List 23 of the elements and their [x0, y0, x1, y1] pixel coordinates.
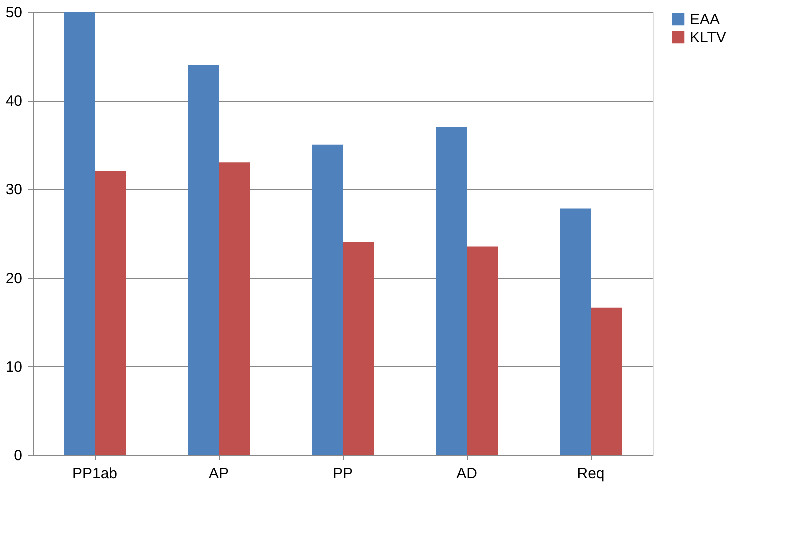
bar [560, 208, 591, 455]
legend-label: EAA [690, 12, 720, 28]
y-tick-label: 20 [6, 270, 22, 288]
bar [436, 127, 467, 455]
bar [591, 308, 622, 455]
bar [64, 12, 95, 455]
bar [188, 65, 219, 455]
y-tick-label: 0 [14, 448, 22, 464]
y-tick-label: 10 [6, 358, 22, 376]
bar [467, 246, 498, 455]
y-tick-label: 30 [6, 182, 22, 199]
x-tick-label: Req [577, 466, 605, 482]
bar [95, 171, 126, 455]
legend-label: KLTV [690, 30, 726, 46]
y-tick-label: 50 [6, 4, 22, 22]
bar [312, 144, 343, 455]
x-tick-label: AD [456, 466, 478, 482]
y-tick-label: 40 [6, 93, 22, 110]
bar [219, 162, 250, 455]
x-tick-label: PP1ab [72, 466, 118, 482]
x-tick-label: PP [332, 466, 354, 482]
x-tick-label: AP [208, 466, 230, 482]
bar [343, 242, 374, 455]
